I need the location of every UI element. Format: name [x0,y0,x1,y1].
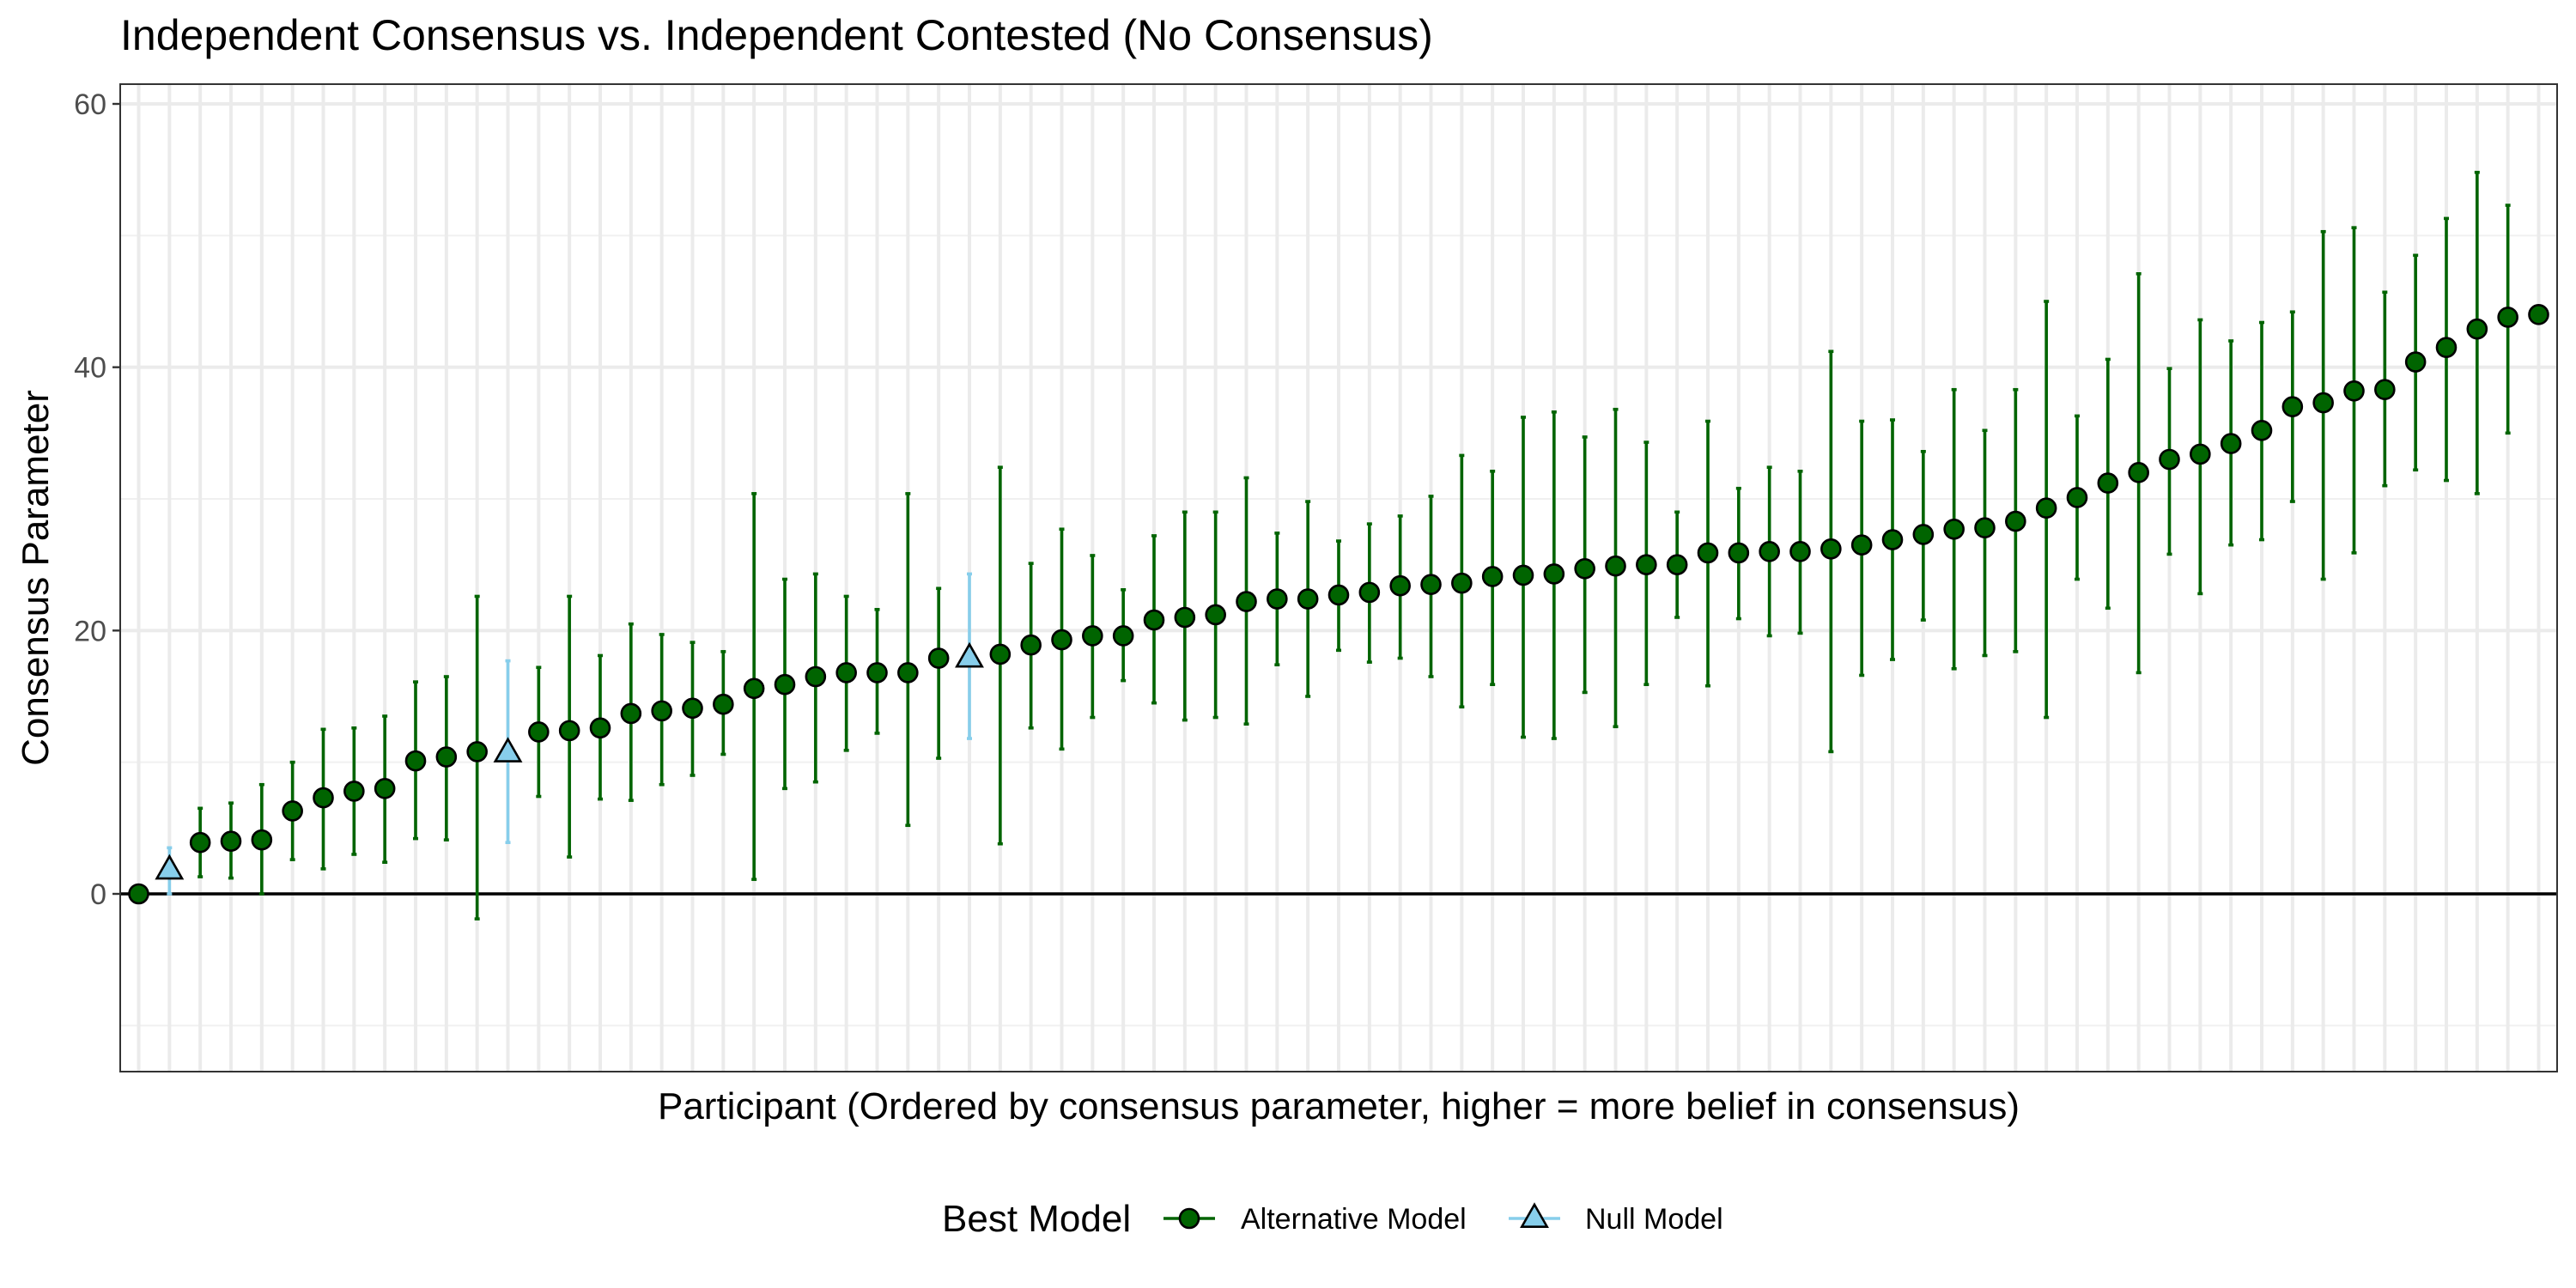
y-axis-label: Consensus Parameter [15,390,57,766]
data-point-alternative [2466,318,2488,340]
data-point-alternative [343,781,365,802]
data-point-null [155,854,185,880]
legend-key-point-null [1520,1202,1549,1228]
data-point-alternative [1082,625,1103,647]
data-point-alternative [2528,304,2549,325]
data-point-alternative [1020,634,1042,656]
data-point-alternative [2281,396,2304,417]
data-point-alternative [589,717,611,739]
data-point-alternative [2312,392,2334,414]
data-point-alternative [1236,591,1257,612]
data-point-alternative [1912,524,1935,545]
data-point-alternative [2066,487,2088,508]
data-point-alternative [897,662,919,683]
legend-key-null [1509,1202,1560,1228]
data-point-alternative [1297,588,1319,610]
data-point-alternative [1666,554,1688,575]
data-point-alternative [528,721,550,743]
data-point-alternative [1512,564,1534,586]
data-point-alternative [1112,625,1134,647]
legend-key-point-alternative [1178,1207,1200,1230]
data-point-alternative [1358,581,1381,604]
data-point-alternative [1174,606,1196,629]
data-point-alternative [682,697,703,720]
data-point-alternative [220,830,242,852]
data-point-alternative [2374,379,2396,401]
data-point-alternative [1881,529,1904,550]
data-points [128,304,2549,905]
legend-label-null: Null Model [1585,1203,1723,1236]
data-point-alternative [2005,510,2026,532]
data-point-alternative [1327,584,1350,606]
x-axis-label: Participant (Ordered by consensus parame… [658,1085,2020,1127]
data-point-alternative [404,750,427,772]
y-tick-label: 60 [74,88,106,121]
chart-title: Independent Consensus vs. Independent Co… [120,11,1433,59]
y-tick-label: 0 [90,878,106,911]
data-point-alternative [2128,462,2149,483]
data-point-alternative [1143,609,1165,631]
data-point-alternative [1267,588,1288,610]
data-point-alternative [2435,337,2458,358]
data-point-alternative [651,700,672,722]
data-point-alternative [1697,542,1719,564]
data-point-alternative [1051,629,1072,651]
y-tick-label: 20 [74,615,106,647]
data-point-alternative [189,831,211,854]
data-point-alternative [1820,538,1842,560]
legend-title: Best Model [942,1198,1131,1240]
data-point-alternative [2497,307,2518,328]
data-point-alternative [620,702,642,725]
legend-label-alternative: Alternative Model [1241,1203,1467,1236]
data-point-alternative [1481,566,1504,587]
data-point-alternative [1789,541,1811,562]
data-point-alternative [927,647,950,669]
data-point-alternative [466,741,488,762]
data-point-alternative [743,677,765,700]
data-point-alternative [1728,542,1750,564]
data-point-alternative [1636,554,1657,575]
data-point-null [955,641,984,668]
y-axis-ticks: 0 20 40 60 [74,88,120,911]
data-point-null [493,737,523,762]
data-point-alternative [374,778,396,799]
data-point-alternative [1605,555,1626,577]
data-point-alternative [251,829,273,851]
data-point-alternative [713,693,734,715]
data-point-alternative [2035,497,2057,519]
plot-panel-border [119,83,2558,1072]
data-point-alternative [128,883,149,905]
data-point-alternative [1574,557,1595,580]
data-point-alternative [2190,443,2211,465]
data-point-alternative [835,662,857,683]
y-tick-label: 40 [74,352,106,385]
data-point-alternative [1759,541,1780,562]
data-point-alternative [1420,574,1442,595]
data-point-alternative [805,665,827,688]
data-point-alternative [1850,534,1873,556]
data-point-alternative [282,800,303,822]
data-point-alternative [1205,604,1226,626]
data-point-alternative [2159,448,2180,471]
data-point-alternative [1543,563,1565,585]
legend: Best Model Alternative Model Null Model [942,1198,1723,1240]
data-point-alternative [1943,518,1965,540]
data-point-alternative [866,662,888,683]
data-point-alternative [1389,574,1411,597]
data-point-alternative [774,673,796,696]
data-point-alternative [1974,517,1996,539]
data-point-alternative [435,746,458,768]
data-point-alternative [313,787,334,809]
data-point-alternative [2343,380,2365,402]
data-point-alternative [558,720,580,742]
data-point-alternative [2251,419,2273,441]
data-point-alternative [989,643,1012,665]
data-point-alternative [2097,472,2119,494]
legend-key-alternative [1163,1207,1215,1230]
data-point-alternative [1451,572,1473,594]
data-point-alternative [2404,351,2427,373]
data-point-alternative [2220,433,2242,454]
